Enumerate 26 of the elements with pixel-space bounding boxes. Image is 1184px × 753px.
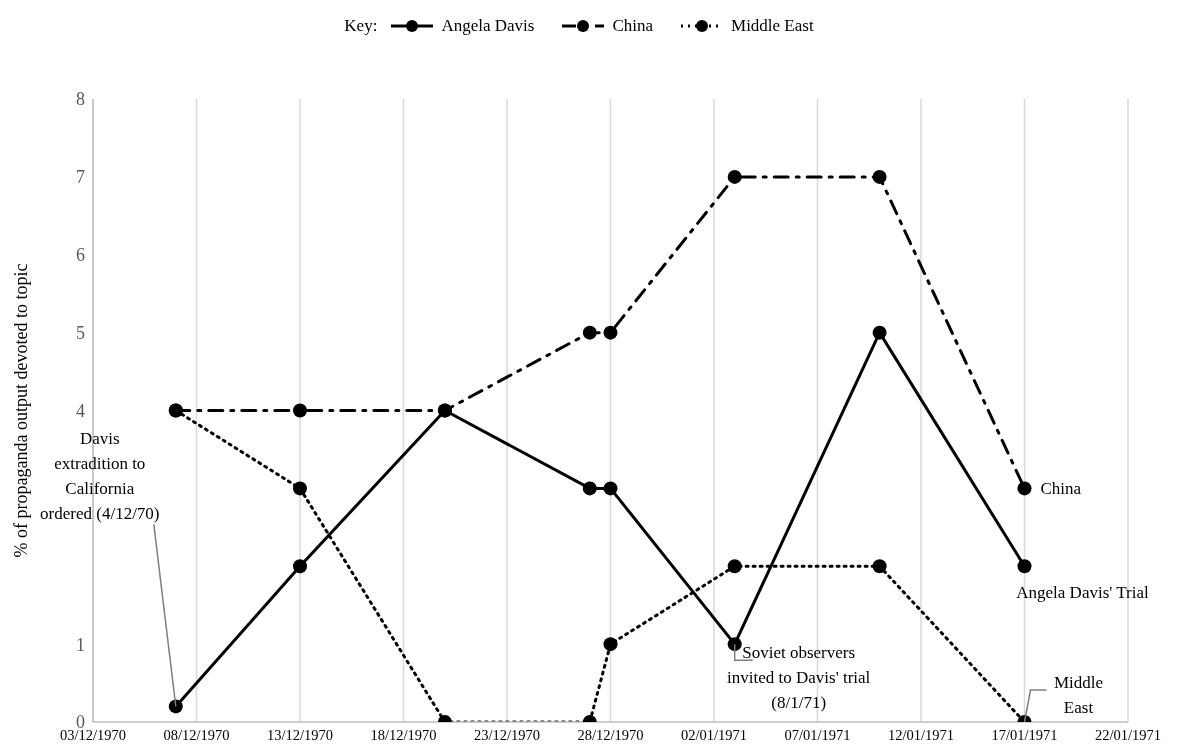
x-tick-label: 13/12/1970 xyxy=(266,727,334,744)
x-tick-label: 07/01/1971 xyxy=(784,727,851,744)
y-tick-label: 5 xyxy=(76,323,85,344)
x-tick-label: 28/12/1970 xyxy=(577,727,644,744)
annotation: Soviet observers invited to Davis' trial (8/1/71) xyxy=(727,643,871,713)
y-tick-label: 7 xyxy=(76,167,85,188)
y-axis-title: % of propaganda output devoted to topic xyxy=(11,263,32,558)
x-tick-label: 17/01/1971 xyxy=(991,727,1058,744)
x-tick-label: 12/01/1971 xyxy=(887,727,955,744)
annotation: China xyxy=(1040,479,1082,499)
y-tick-label: 6 xyxy=(76,245,85,266)
x-tick-label: 02/01/1971 xyxy=(680,727,748,744)
annotation: Davis extradition to California ordered (4/12/70) xyxy=(40,429,160,524)
y-tick-label: 4 xyxy=(76,400,85,421)
y-tick-label: 1 xyxy=(76,634,85,655)
legend-label: Angela Davis xyxy=(440,16,535,36)
y-tick-label: 8 xyxy=(76,89,85,110)
legend-title: Key: xyxy=(344,16,378,36)
x-tick-label: 18/12/1970 xyxy=(370,727,437,744)
legend-label: China xyxy=(611,16,654,36)
x-tick-label: 22/01/1971 xyxy=(1094,727,1162,744)
annotation: Angela Davis' Trial xyxy=(1016,583,1149,603)
annotation: Middle East xyxy=(1053,673,1104,717)
legend-label: Middle East xyxy=(730,16,814,36)
x-tick-label: 08/12/1970 xyxy=(163,727,230,744)
x-tick-label: 23/12/1970 xyxy=(473,727,541,744)
